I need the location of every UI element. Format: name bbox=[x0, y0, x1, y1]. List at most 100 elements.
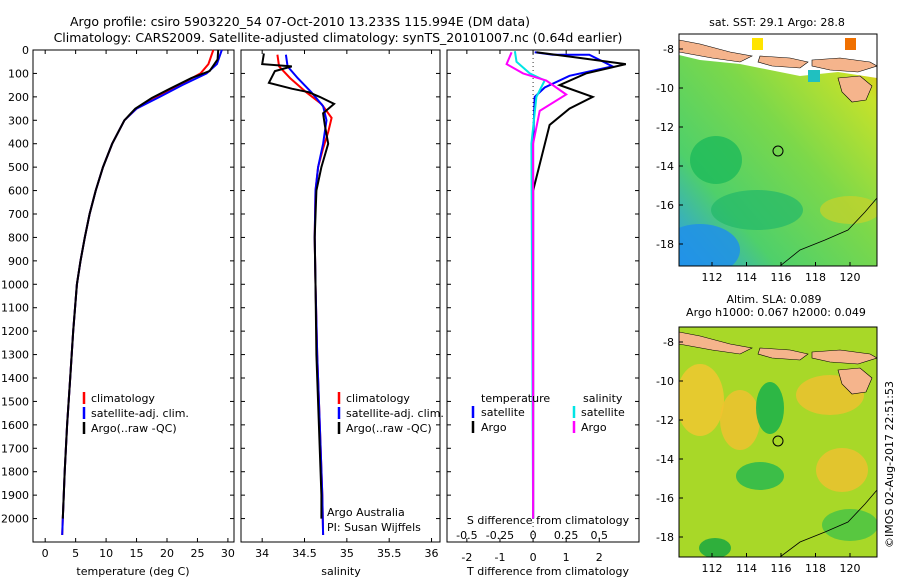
legend-argo: Argo(..raw -QC) bbox=[91, 422, 177, 435]
lat-tick-label: -10 bbox=[656, 82, 674, 95]
y-tick-label: 1500 bbox=[1, 395, 29, 408]
title-line-2: Climatology: CARS2009. Satellite-adjuste… bbox=[54, 30, 623, 45]
lon-tick-label: 114 bbox=[736, 271, 757, 284]
lombok-island bbox=[757, 55, 809, 69]
sla-title-2: Argo h1000: 0.067 h2000: 0.049 bbox=[686, 306, 866, 319]
lat-tick-label: -14 bbox=[656, 453, 674, 466]
series-line-argo-raw-qc- bbox=[261, 53, 336, 519]
title-line-1: Argo profile: csiro 5903220_54 07-Oct-20… bbox=[70, 14, 530, 29]
temperature-panel: 0 5 10 15 20 25 300100200300400500600700800900… bbox=[1, 44, 235, 578]
java-island bbox=[679, 331, 753, 355]
sla-low-1 bbox=[756, 382, 784, 434]
y-tick-label: 0 bbox=[22, 44, 29, 57]
sla-high-1 bbox=[679, 364, 724, 436]
sumba-island bbox=[837, 367, 873, 395]
lon-tick-label: 120 bbox=[840, 271, 861, 284]
series-line-argo-raw-qc- bbox=[61, 49, 220, 519]
y-tick-label: 1300 bbox=[1, 349, 29, 362]
s-difference-xlabel: S difference from climatology bbox=[467, 514, 630, 527]
x-tick-label: 34.5 bbox=[292, 547, 317, 560]
y-tick-label: 200 bbox=[8, 91, 29, 104]
temperature-legend: climatology satellite-adj. clim. Argo(..… bbox=[82, 392, 189, 435]
java-island bbox=[679, 39, 753, 63]
sumba-island bbox=[837, 75, 873, 103]
salinity-axes bbox=[240, 49, 441, 543]
sla-profile-marker bbox=[772, 435, 784, 447]
sst-map: sat. SST: 29.1 Argo: 28.8 112 114 116 118 12… bbox=[656, 16, 878, 284]
x-tick-label: 35.5 bbox=[377, 547, 402, 560]
s-tick-label: -0.5 bbox=[456, 529, 477, 542]
australia-coast bbox=[779, 489, 877, 557]
y-tick-label: 1000 bbox=[1, 278, 29, 291]
lon-tick-label: 112 bbox=[702, 562, 723, 575]
sla-low-3 bbox=[699, 538, 731, 557]
legend-satellite: satellite-adj. clim. bbox=[346, 407, 444, 420]
annotation-argo-australia: Argo Australia bbox=[327, 506, 405, 519]
series-line-salinity-argo bbox=[505, 51, 569, 519]
lon-tick-label: 116 bbox=[771, 562, 792, 575]
y-tick-label: 800 bbox=[8, 231, 29, 244]
x-tick-label: 36 bbox=[425, 547, 439, 560]
s-tick-label: 0.25 bbox=[554, 529, 579, 542]
sst-cool-band bbox=[711, 190, 803, 230]
sst-warm-patch bbox=[820, 196, 877, 224]
lat-tick-label: -16 bbox=[656, 492, 674, 505]
x-tick-label: 5 bbox=[72, 547, 79, 560]
y-tick-label: 900 bbox=[8, 255, 29, 268]
y-tick-label: 700 bbox=[8, 208, 29, 221]
salinity-legend: climatology satellite-adj. clim. Argo(..… bbox=[337, 392, 444, 435]
legend-title-salinity: salinity bbox=[583, 392, 623, 405]
flores-island bbox=[811, 57, 877, 73]
x-tick-label: 15 bbox=[130, 547, 144, 560]
legend-title-temperature: temperature bbox=[481, 392, 550, 405]
lat-tick-label: -16 bbox=[656, 199, 674, 212]
y-tick-label: 2000 bbox=[1, 513, 29, 526]
x-tick-label: 25 bbox=[190, 547, 204, 560]
lat-tick-label: -8 bbox=[663, 43, 674, 56]
x-tick-label: 0 bbox=[42, 547, 49, 560]
x-tick-label: 30 bbox=[221, 547, 235, 560]
sst-title: sat. SST: 29.1 Argo: 28.8 bbox=[709, 16, 845, 29]
flores-island bbox=[811, 349, 877, 365]
sst-cool-patch bbox=[690, 136, 742, 184]
difference-axes bbox=[446, 49, 640, 543]
difference-legend-salinity: salinity satellite Argo bbox=[572, 392, 625, 434]
lon-tick-label: 120 bbox=[840, 562, 861, 575]
sla-map: Altim. SLA: 0.089 Argo h1000: 0.067 h200… bbox=[656, 293, 878, 575]
salinity-panel: 34 34.5 35 35.5 36 salinity climatology sate… bbox=[240, 49, 444, 578]
legend-s-satellite: satellite bbox=[581, 406, 625, 419]
sst-cyan-pixel bbox=[808, 70, 820, 82]
legend-argo: Argo(..raw -QC) bbox=[346, 422, 432, 435]
y-tick-label: 1900 bbox=[1, 489, 29, 502]
y-tick-label: 1400 bbox=[1, 372, 29, 385]
legend-satellite: satellite-adj. clim. bbox=[91, 407, 189, 420]
s-tick-label: 0 bbox=[530, 529, 537, 542]
lat-tick-label: -8 bbox=[663, 336, 674, 349]
australia-coast bbox=[779, 197, 877, 266]
sst-profile-marker bbox=[772, 145, 784, 157]
lon-tick-label: 116 bbox=[771, 271, 792, 284]
sst-warm-pixel bbox=[752, 38, 763, 50]
sst-map-frame bbox=[678, 33, 878, 267]
t-difference-xlabel: T difference from climatology bbox=[466, 565, 629, 578]
y-tick-label: 1200 bbox=[1, 325, 29, 338]
lon-tick-label: 112 bbox=[702, 271, 723, 284]
y-tick-label: 1700 bbox=[1, 442, 29, 455]
imos-footer: ©IMOS 02-Aug-2017 22:51:53 bbox=[883, 381, 896, 548]
legend-climatology: climatology bbox=[346, 392, 410, 405]
lon-tick-label: 118 bbox=[805, 562, 826, 575]
sla-high-2 bbox=[720, 390, 760, 450]
x-tick-label: 1 bbox=[563, 551, 570, 564]
difference-panel: -2 -1 0 1 2 -0.5 -0.25 0 0.25 0.5 S difference fr… bbox=[446, 49, 640, 578]
lat-tick-label: -12 bbox=[656, 121, 674, 134]
y-tick-label: 100 bbox=[8, 67, 29, 80]
legend-climatology: climatology bbox=[91, 392, 155, 405]
lat-tick-label: -18 bbox=[656, 238, 674, 251]
s-tick-label: -0.25 bbox=[486, 529, 514, 542]
y-tick-label: 1800 bbox=[1, 466, 29, 479]
salinity-xlabel: salinity bbox=[321, 565, 361, 578]
x-tick-label: 34 bbox=[255, 547, 269, 560]
legend-t-satellite: satellite bbox=[481, 406, 525, 419]
x-tick-label: -1 bbox=[494, 551, 505, 564]
